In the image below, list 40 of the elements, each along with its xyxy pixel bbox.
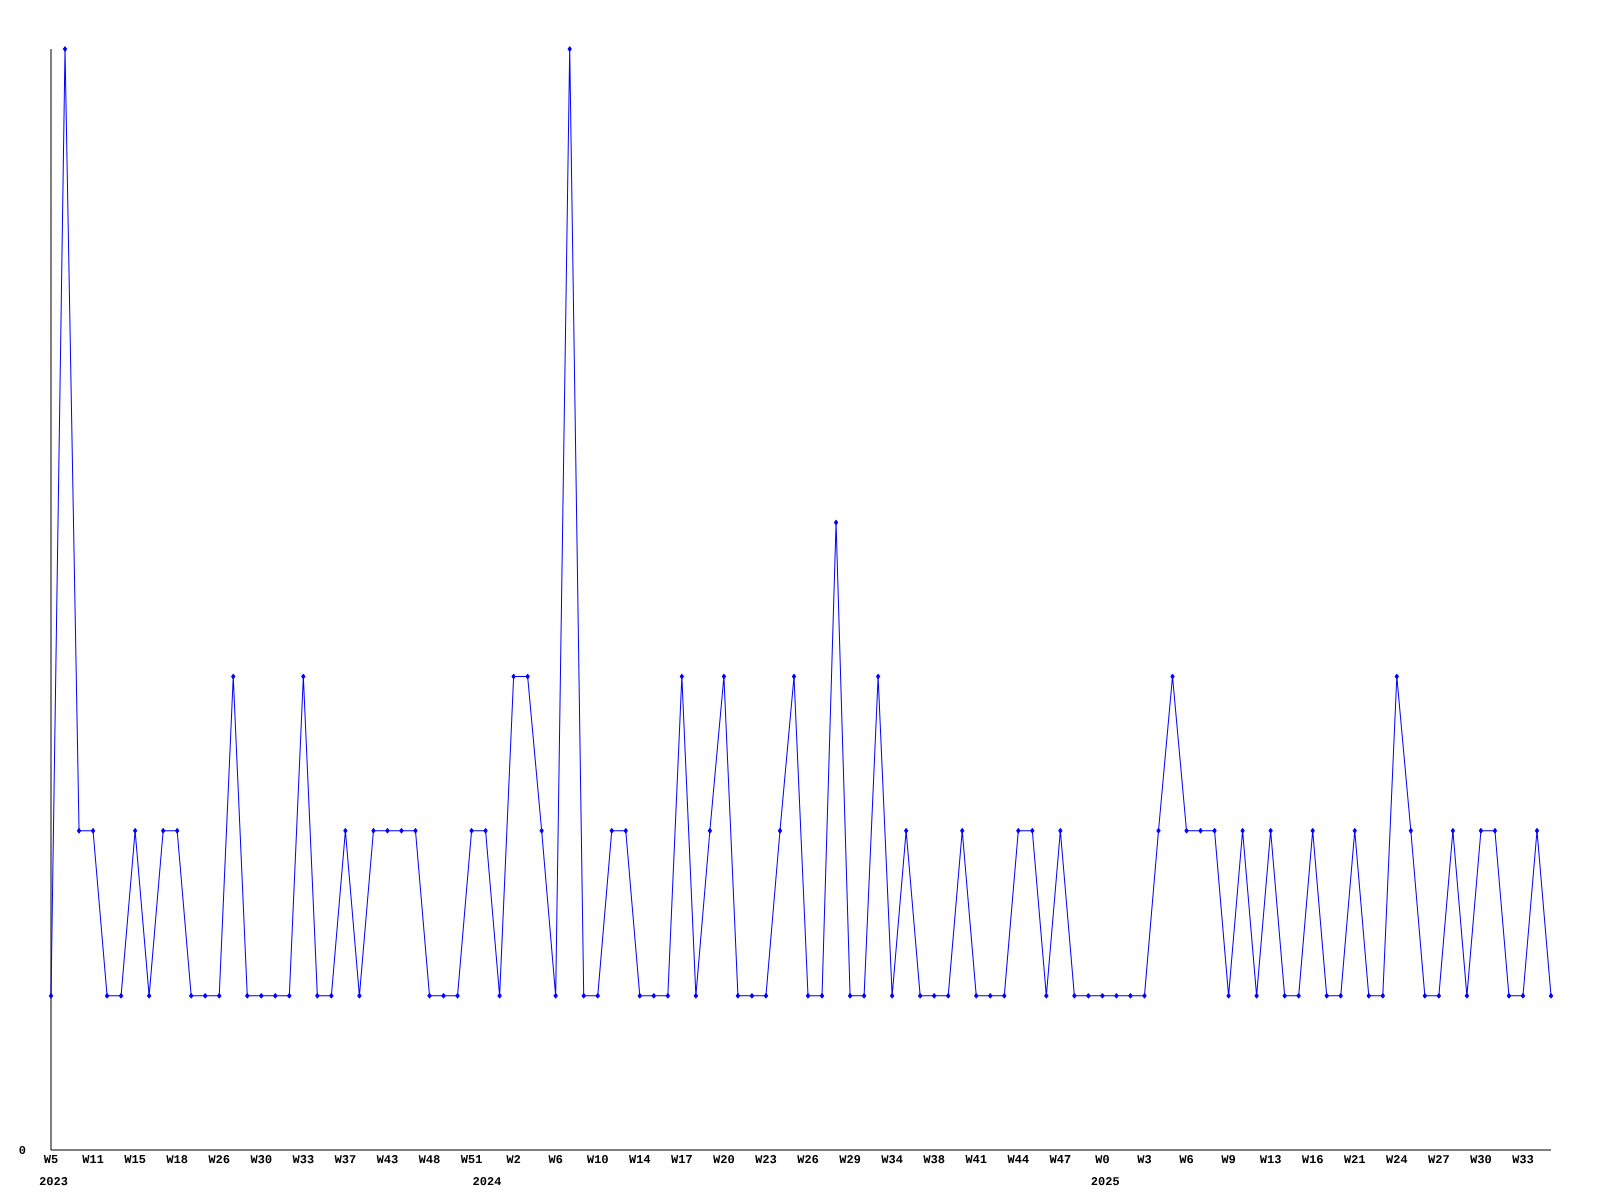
x-tick-label: W0 bbox=[1095, 1155, 1109, 1164]
x-tick-label: W21 bbox=[1343, 1155, 1366, 1164]
text: 0 bbox=[19, 1145, 26, 1155]
x-tick-label: W3 bbox=[1137, 1155, 1152, 1164]
x-tick-label: W26 bbox=[208, 1155, 230, 1164]
x-tick-label: W5 bbox=[43, 1155, 58, 1164]
x-tick-label: W29 bbox=[839, 1155, 861, 1164]
x-tick-label: W27 bbox=[1428, 1155, 1449, 1164]
x-tick-label: W17 bbox=[671, 1155, 692, 1163]
x-tick-label: W16 bbox=[1301, 1155, 1323, 1164]
x-tick-label: W41 bbox=[965, 1155, 987, 1163]
x-tick-label: W14 bbox=[628, 1155, 651, 1163]
x-tick-label: W2 bbox=[506, 1155, 521, 1164]
x-tick-label: W15 bbox=[124, 1155, 146, 1164]
x-tick-label: W47 bbox=[1049, 1155, 1071, 1163]
text: 2024 bbox=[473, 1177, 502, 1186]
x-tick-label: W43 bbox=[376, 1155, 398, 1164]
x-tick-label: W23 bbox=[755, 1155, 777, 1164]
x-tick-label: W33 bbox=[1512, 1155, 1534, 1164]
x-tick-label: W51 bbox=[460, 1155, 482, 1164]
x-tick-label: W18 bbox=[166, 1155, 188, 1164]
x-tick-label: W9 bbox=[1221, 1155, 1236, 1164]
x-tick-label: W30 bbox=[250, 1155, 272, 1164]
x-tick-label: W30 bbox=[1470, 1155, 1492, 1164]
x-tick-label: W38 bbox=[923, 1155, 945, 1164]
x-tick-label: W37 bbox=[334, 1155, 356, 1164]
x-tick-label: W20 bbox=[713, 1155, 735, 1164]
x-tick-label: W33 bbox=[292, 1155, 314, 1164]
text: 2023 bbox=[39, 1177, 68, 1186]
x-tick-label: W11 bbox=[82, 1155, 104, 1163]
x-tick-label: W6 bbox=[1179, 1155, 1194, 1164]
x-tick-label: W24 bbox=[1386, 1155, 1408, 1164]
x-tick-label: W6 bbox=[548, 1155, 563, 1164]
x-tick-label: W10 bbox=[586, 1155, 608, 1164]
x-tick-label: W13 bbox=[1259, 1155, 1281, 1164]
x-tick-label: W34 bbox=[881, 1155, 903, 1164]
x-tick-label: W48 bbox=[418, 1155, 440, 1164]
x-tick-label: W26 bbox=[797, 1155, 819, 1164]
text: 2025 bbox=[1091, 1177, 1119, 1186]
x-tick-label: W44 bbox=[1007, 1155, 1029, 1163]
